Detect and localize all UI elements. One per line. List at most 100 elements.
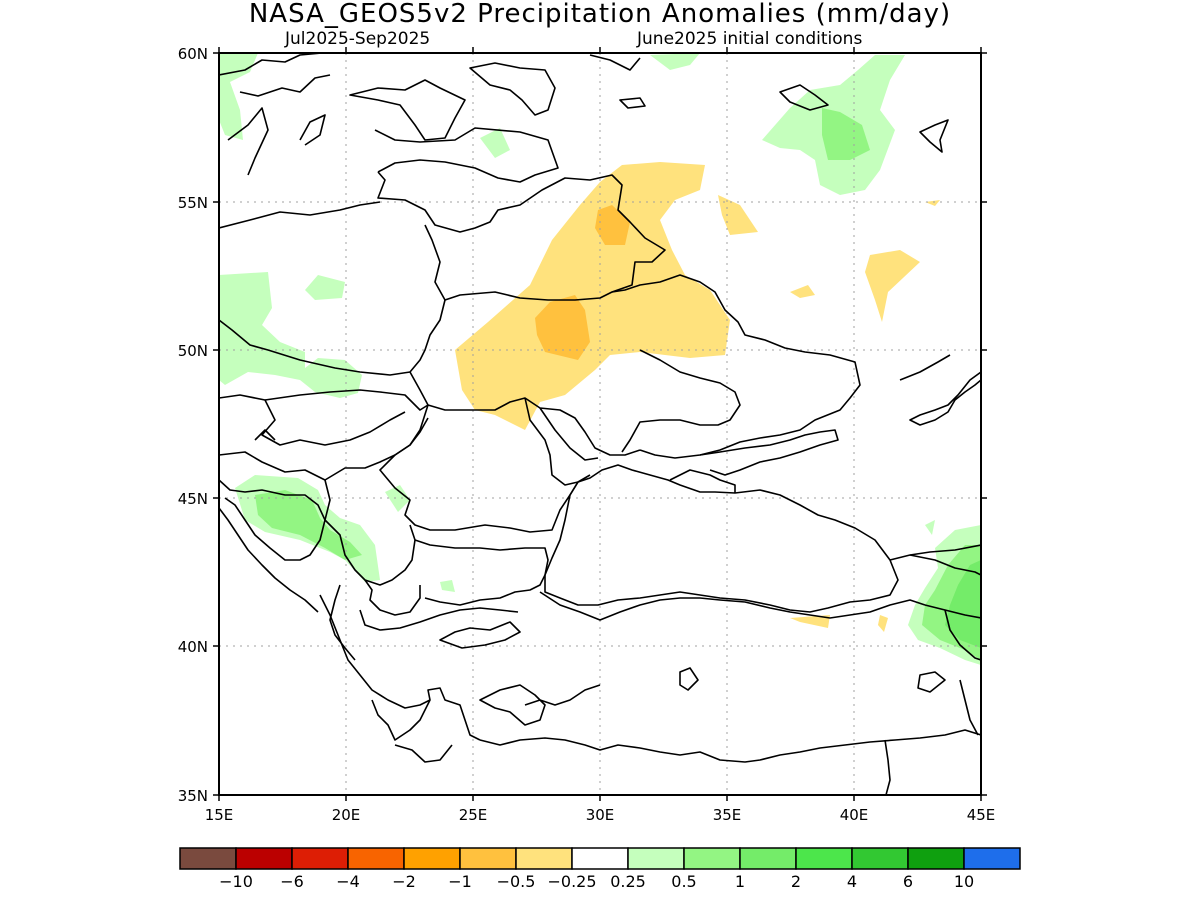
lon-label: 30E (586, 806, 615, 824)
coastline (371, 699, 431, 741)
colorbar-swatch (347, 847, 405, 870)
colorbar-swatch (795, 847, 853, 870)
period-label: Jul2025-Sep2025 (284, 29, 430, 49)
border (414, 539, 549, 606)
border (924, 604, 981, 619)
colorbar-label: −0.5 (497, 872, 536, 891)
wet-anomaly-area (925, 520, 935, 535)
colorbar-label: 4 (847, 872, 857, 891)
colorbar-label: 6 (903, 872, 913, 891)
border (264, 389, 429, 411)
coastline (299, 114, 326, 146)
lon-label: 25E (459, 806, 488, 824)
border (611, 274, 861, 459)
river (899, 354, 951, 381)
colorbar-swatch (291, 847, 349, 870)
colorbar-label: 2 (791, 872, 801, 891)
border (379, 404, 579, 533)
border (884, 739, 891, 795)
dry-anomaly-area (718, 195, 758, 235)
coastline (374, 127, 559, 183)
border (524, 397, 591, 486)
colorbar-label: −10 (219, 872, 253, 891)
colorbar-swatch (963, 847, 1021, 870)
dry-anomaly-area (790, 615, 830, 628)
colorbar-swatch (851, 847, 909, 870)
border (219, 299, 446, 376)
dry-core (535, 295, 590, 360)
border (359, 607, 519, 631)
wet-anomaly-area (480, 128, 510, 158)
colorbar-swatch (907, 847, 965, 870)
coastline (227, 107, 269, 176)
caspian-coast (909, 371, 981, 426)
lat-label: 45N (178, 490, 208, 508)
colorbar-swatch (515, 847, 573, 870)
coastline (219, 53, 323, 76)
colorbar-label: −0.25 (547, 872, 596, 891)
colorbar-swatch (179, 847, 237, 870)
border (539, 407, 599, 461)
lat-label: 50N (178, 342, 208, 360)
colorbar-label: −6 (280, 872, 304, 891)
latitude-labels: 60N 55N 50N 45N 40N 35N (178, 45, 208, 805)
colorbar-label: 10 (954, 872, 974, 891)
wet-anomaly-area (650, 53, 700, 70)
wet-anomaly-area (440, 580, 455, 592)
dry-anomaly-area (925, 200, 940, 206)
coastline (589, 54, 641, 71)
border (377, 171, 666, 301)
coastline (349, 79, 466, 141)
coastline (239, 74, 331, 97)
lon-label: 20E (332, 806, 361, 824)
border (424, 224, 446, 301)
lat-label: 55N (178, 194, 208, 212)
dry-anomaly-area (865, 250, 920, 322)
colorbar-swatch (403, 847, 461, 870)
border (524, 684, 601, 706)
longitude-labels: 15E 20E 25E 30E 35E 40E 45E (205, 806, 996, 824)
border (621, 349, 741, 453)
colorbar: −10 −6 −4 −2 −1 −0.5 −0.25 0.25 0.5 1 2 4 6 10 (179, 847, 1021, 891)
colorbar-label: 1 (735, 872, 745, 891)
coastline (439, 621, 521, 649)
colorbar-swatch (571, 847, 629, 870)
colorbar-label: 0.25 (610, 872, 646, 891)
border (219, 394, 406, 446)
colorbar-swatch (235, 847, 293, 870)
coastline (319, 594, 481, 741)
border (909, 554, 981, 576)
map-title: NASA_GEOS5v2 Precipitation Anomalies (mm… (249, 0, 951, 29)
azov-coast (699, 429, 839, 476)
wet-anomaly-area (219, 53, 258, 140)
island (679, 667, 699, 691)
coastline (919, 119, 949, 153)
border (324, 519, 416, 586)
coastline (779, 84, 829, 111)
colorbar-label: −1 (448, 872, 472, 891)
initial-conditions-label: June2025 initial conditions (636, 29, 862, 49)
dry-anomaly-area (790, 285, 815, 298)
border (944, 609, 981, 661)
border (224, 479, 331, 561)
border (219, 417, 429, 481)
turkey-coast (479, 729, 981, 763)
wet-anomaly-area (305, 275, 345, 300)
colorbar-swatch (627, 847, 685, 870)
lat-label: 40N (178, 638, 208, 656)
wet-core (822, 108, 870, 160)
wet-core (945, 560, 981, 648)
border (219, 201, 381, 229)
colorbar-label: 0.5 (671, 872, 696, 891)
coastline (219, 507, 319, 613)
axis-ticks (213, 47, 987, 801)
island (917, 671, 946, 693)
lon-label: 45E (967, 806, 996, 824)
colorbar-label: −4 (336, 872, 360, 891)
colorbar-swatch (683, 847, 741, 870)
coastlines-and-borders (219, 53, 981, 795)
crimea-coast (669, 469, 736, 493)
turkey-coast (539, 591, 926, 621)
border (219, 479, 326, 521)
